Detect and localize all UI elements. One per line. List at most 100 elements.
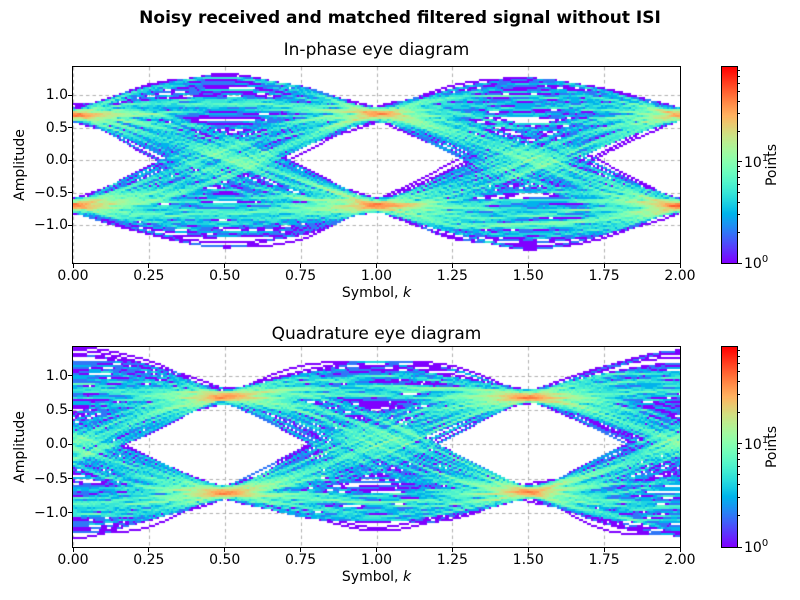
colorbar-minor-tick-mark xyxy=(738,459,740,461)
colorbar-minor-tick-mark xyxy=(738,113,740,115)
y-tick-mark xyxy=(68,127,72,129)
colorbar-minor-tick-mark xyxy=(738,214,740,216)
colorbar-tick-label: 101 xyxy=(744,153,769,171)
y-tick-mark xyxy=(68,409,72,411)
x-tick-label: 2.00 xyxy=(664,268,696,284)
colorbar-minor-tick-mark xyxy=(738,448,740,450)
x-tick-mark xyxy=(300,264,302,268)
x-tick-mark xyxy=(376,548,377,552)
colorbar-minor-tick-mark xyxy=(738,515,740,517)
x-tick-label: 1.00 xyxy=(360,552,393,568)
y-tick-label: −0.5 xyxy=(34,470,68,487)
x-tick-label: 1.50 xyxy=(512,268,544,284)
y-tick-label: −1.0 xyxy=(34,504,68,521)
colorbar-quadrature xyxy=(721,346,738,548)
x-tick-label: 0.50 xyxy=(209,552,241,568)
y-tick-mark xyxy=(68,512,72,514)
y-tick-label: −0.5 xyxy=(34,184,68,201)
x-tick-label: 0.75 xyxy=(285,268,317,284)
colorbar-minor-tick-mark xyxy=(738,166,740,168)
plot-title-quadrature: Quadrature eye diagram xyxy=(271,324,482,344)
y-tick-mark xyxy=(68,192,72,194)
x-tick-mark xyxy=(224,264,226,268)
colorbar-minor-tick-mark xyxy=(738,70,740,72)
y-tick-label: 1.0 xyxy=(45,87,68,103)
colorbar-tick-label: 100 xyxy=(744,254,769,272)
x-tick-mark xyxy=(300,548,302,552)
x-tick-mark xyxy=(376,264,377,268)
colorbar-minor-tick-mark xyxy=(738,381,740,383)
y-tick-label: 0.0 xyxy=(45,152,68,169)
x-tick-mark xyxy=(72,548,74,552)
x-tick-label: 2.00 xyxy=(664,552,696,568)
y-axis-label-quadrature: Amplitude xyxy=(12,411,28,483)
y-tick-mark xyxy=(68,375,72,377)
colorbar-inphase xyxy=(721,66,738,264)
colorbar-tick-mark xyxy=(738,161,742,163)
x-tick-mark xyxy=(224,548,226,552)
x-axis-label-inphase: Symbol, k xyxy=(341,285,412,301)
colorbar-minor-tick-mark xyxy=(738,177,740,179)
colorbar-minor-tick-mark xyxy=(738,191,740,193)
y-tick-label: 0.5 xyxy=(45,402,68,418)
x-tick-mark xyxy=(603,264,605,268)
colorbar-minor-tick-mark xyxy=(738,356,740,358)
y-tick-label: 1.0 xyxy=(45,367,68,384)
y-tick-label: 0.5 xyxy=(45,119,68,136)
colorbar-minor-tick-mark xyxy=(738,82,740,84)
x-tick-label: 0.25 xyxy=(133,268,165,284)
colorbar-tick-mark xyxy=(738,262,742,264)
x-tick-mark xyxy=(603,548,605,552)
colorbar-minor-tick-mark xyxy=(738,183,740,185)
x-tick-mark xyxy=(679,264,681,268)
colorbar-tick-label: 101 xyxy=(744,435,769,453)
y-tick-mark xyxy=(68,224,72,226)
colorbar-minor-tick-mark xyxy=(738,394,740,396)
colorbar-minor-tick-mark xyxy=(738,171,740,173)
x-tick-label: 0.25 xyxy=(133,552,165,568)
x-axis-label-quadrature: Symbol, k xyxy=(341,569,412,585)
colorbar-minor-tick-mark xyxy=(738,371,740,373)
y-tick-mark xyxy=(68,478,72,479)
plot-title-inphase: In-phase eye diagram xyxy=(283,40,470,60)
colorbar-minor-tick-mark xyxy=(738,412,740,414)
x-tick-label: 1.75 xyxy=(588,268,620,284)
x-tick-mark xyxy=(451,548,453,552)
x-tick-label: 1.75 xyxy=(588,552,620,568)
colorbar-minor-tick-mark xyxy=(738,76,740,78)
figure-title: Noisy received and matched filtered sign… xyxy=(139,8,661,28)
colorbar-minor-tick-mark xyxy=(738,474,740,476)
colorbar-minor-tick-mark xyxy=(738,232,740,234)
colorbar-minor-tick-mark xyxy=(738,363,740,365)
colorbar-minor-tick-mark xyxy=(738,90,740,92)
x-tick-label: 0.00 xyxy=(57,552,89,568)
y-tick-label: −1.0 xyxy=(34,217,68,234)
x-tick-label: 1.50 xyxy=(512,552,544,568)
x-tick-mark xyxy=(148,264,150,268)
x-tick-label: 1.25 xyxy=(436,552,468,568)
x-tick-mark xyxy=(527,548,529,552)
x-tick-mark xyxy=(451,264,453,268)
eye-diagram-canvas-inphase xyxy=(72,66,681,264)
x-tick-label: 1.25 xyxy=(436,268,468,284)
colorbar-tick-mark xyxy=(738,546,742,548)
y-tick-mark xyxy=(68,443,72,445)
x-tick-label: 1.00 xyxy=(360,268,393,284)
x-tick-label: 0.75 xyxy=(285,552,317,568)
colorbar-minor-tick-mark xyxy=(738,201,740,203)
colorbar-minor-tick-mark xyxy=(738,484,740,486)
eye-diagram-canvas-quadrature xyxy=(72,346,681,548)
x-tick-mark xyxy=(72,264,74,268)
x-tick-mark xyxy=(527,264,529,268)
colorbar-minor-tick-mark xyxy=(738,131,740,133)
y-axis-label-inphase: Amplitude xyxy=(12,129,28,201)
y-tick-label: 0.0 xyxy=(45,436,68,453)
x-tick-label: 0.00 xyxy=(57,268,89,284)
colorbar-tick-mark xyxy=(738,443,742,445)
colorbar-minor-tick-mark xyxy=(738,453,740,455)
colorbar-minor-tick-mark xyxy=(738,497,740,499)
y-tick-mark xyxy=(68,159,72,161)
x-tick-mark xyxy=(148,548,150,552)
x-tick-label: 0.50 xyxy=(209,268,241,284)
